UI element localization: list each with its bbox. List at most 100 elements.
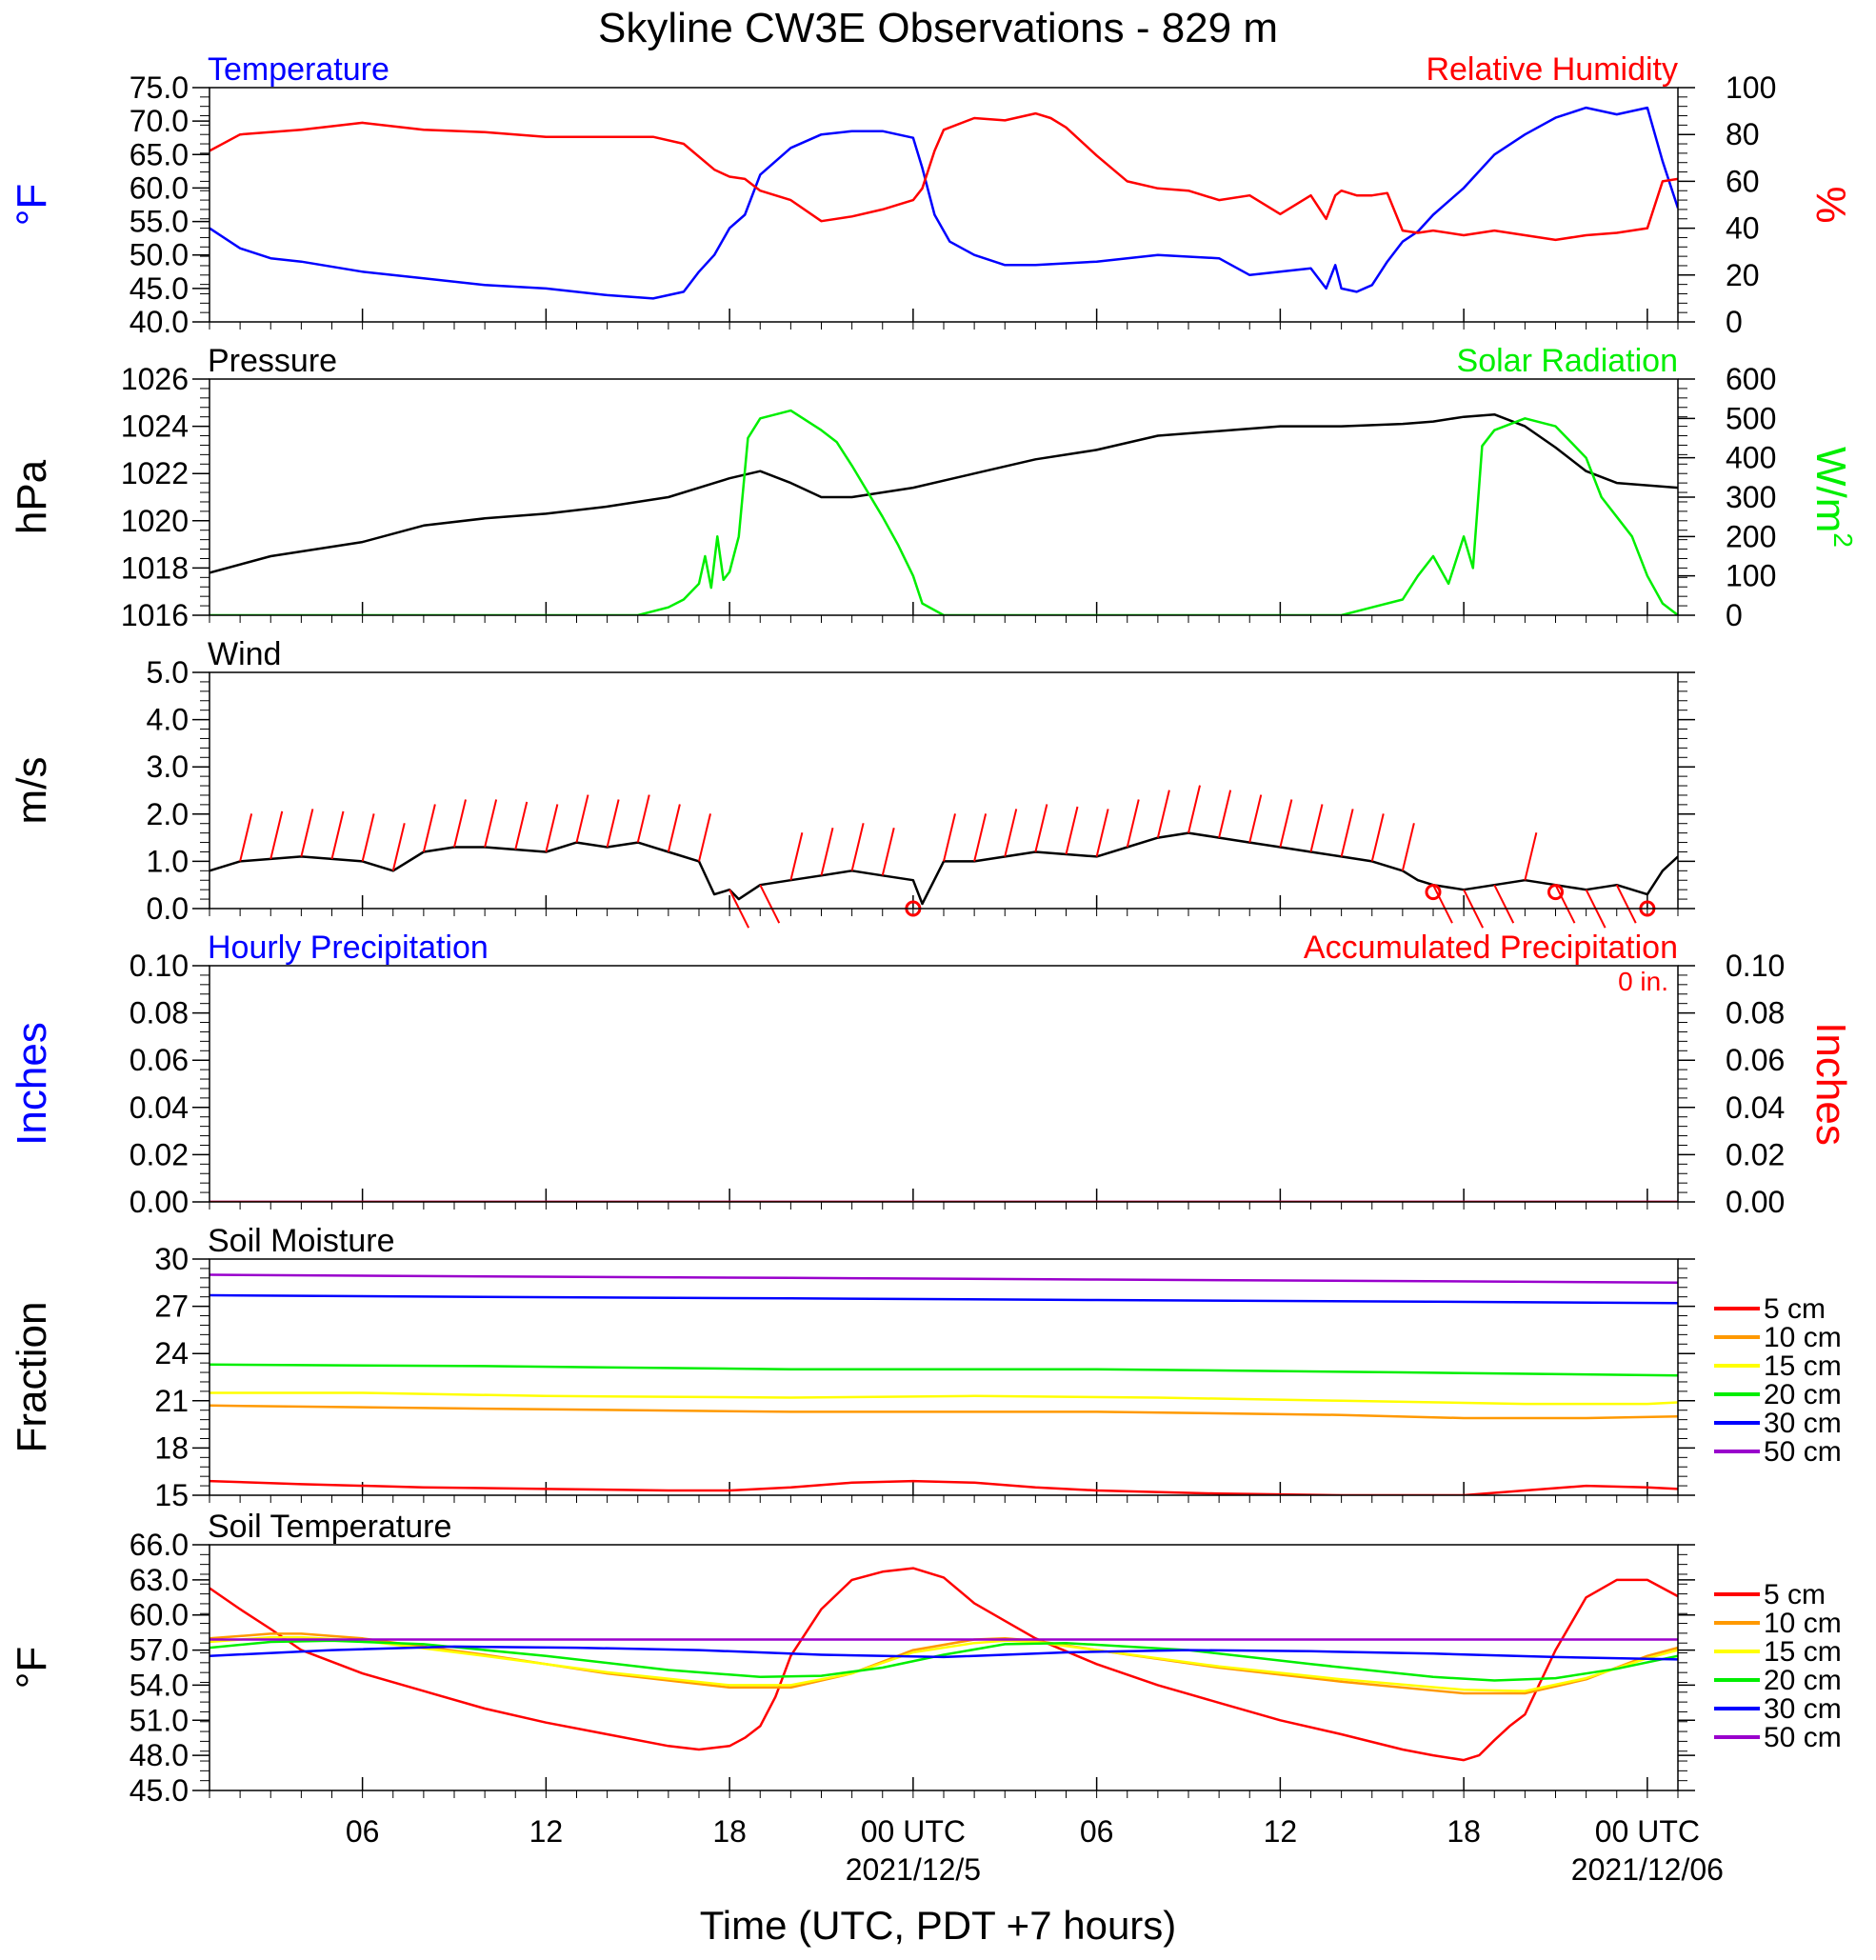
x-tick-label: 06 (346, 1814, 380, 1849)
x-tick-date: 2021/12/06 (1571, 1852, 1724, 1887)
panel-frame (209, 1258, 1679, 1496)
y-tick-label-left: 1018 (121, 550, 189, 585)
series-group (210, 106, 1678, 300)
y-tick-label-right: 500 (1726, 401, 1776, 435)
y-tick-label-right: 0.06 (1726, 1043, 1785, 1077)
y-axis-label-left: hPa (9, 459, 55, 534)
wind-barb (667, 804, 681, 852)
wind-barb (239, 813, 253, 862)
y-tick-label-left: 70.0 (130, 104, 189, 138)
legend-label: 50 cm (1764, 1436, 1842, 1468)
calm-wind-marker (1425, 884, 1442, 901)
y-tick-label-left: 0.06 (130, 1043, 189, 1077)
wind-barb (850, 823, 865, 871)
y-tick-label-left: 0.10 (130, 949, 189, 983)
series-group (210, 1567, 1678, 1762)
y-tick-label-left: 15 (154, 1478, 189, 1512)
y-tick-label-right: 0.02 (1726, 1137, 1785, 1171)
y-tick-label-left: 55.0 (130, 205, 189, 239)
wind-barb (300, 809, 314, 857)
y-tick-label-right: 0.00 (1726, 1185, 1785, 1219)
wind-barb (1248, 794, 1263, 843)
wind-barb (545, 804, 559, 852)
wind-barb (575, 794, 589, 843)
wind-barb (881, 828, 895, 876)
y-tick-label-left: 48.0 (130, 1738, 189, 1772)
y-tick-label-right: 0.10 (1726, 949, 1785, 983)
y-tick-label-left: 60.0 (130, 170, 189, 205)
y-tick-label-left: 40.0 (130, 305, 189, 339)
wind-barb (759, 884, 781, 924)
series-line-15cm (210, 1391, 1678, 1406)
y-tick-label-right: 600 (1726, 362, 1776, 396)
series-line-right-1 (210, 409, 1678, 615)
panel-frame (209, 378, 1679, 616)
legend-label: 30 cm (1764, 1693, 1842, 1725)
y-tick-label-left: 75.0 (130, 70, 189, 105)
panel-title-left: Temperature (208, 51, 389, 88)
series-line-10cm (210, 1404, 1678, 1420)
series-line-15cm (210, 1635, 1678, 1692)
y-tick-label-right: 100 (1726, 70, 1776, 105)
x-tick-date: 2021/12/5 (846, 1852, 981, 1887)
panel-title-right: Accumulated Precipitation (1304, 930, 1678, 966)
wind-barb (1340, 809, 1354, 857)
y-tick-label-left: 1020 (121, 504, 189, 538)
y-tick-label-right: 40 (1726, 211, 1760, 246)
wind-barb (1156, 790, 1170, 838)
series-group (210, 409, 1678, 615)
x-axis-title: Time (UTC, PDT +7 hours) (700, 1903, 1177, 1948)
series-line-5cm (210, 1567, 1678, 1762)
y-tick-label-left: 21 (154, 1384, 189, 1418)
y-tick-label-left: 1026 (121, 362, 189, 396)
y-tick-label-left: 18 (154, 1430, 189, 1465)
legend-label: 30 cm (1764, 1408, 1842, 1439)
panel-frame (209, 87, 1679, 323)
legend-label: 10 cm (1764, 1322, 1842, 1353)
y-axis-label-left: Inches (9, 1022, 55, 1146)
panel-temp_rh: 75.070.065.060.055.050.045.040.0 100 80 60 4… (9, 51, 1854, 339)
calm-wind-marker (1547, 884, 1564, 901)
panels: 75.070.065.060.055.050.045.040.010080604… (9, 51, 1858, 1808)
y-tick-label-left: 30 (154, 1242, 189, 1276)
y-tick-label-right: 100 (1726, 559, 1776, 593)
series-line-right-1 (210, 111, 1678, 242)
wind-barb (1279, 799, 1293, 848)
wind-barb (1615, 884, 1637, 924)
y-axis-label-right: Inches (1807, 1022, 1854, 1146)
wind-barb (1554, 884, 1576, 924)
y-tick-label-left: 45.0 (130, 271, 189, 306)
panel-frame (209, 965, 1679, 1203)
wind-barb (514, 801, 529, 850)
x-tick-label: 18 (712, 1814, 747, 1849)
y-tick-label-right: 400 (1726, 441, 1776, 475)
y-tick-label-right: 80 (1726, 117, 1760, 151)
wind-barb (606, 799, 620, 848)
figure-title: Skyline CW3E Observations - 829 m (598, 5, 1278, 51)
wind-barb (1309, 804, 1324, 852)
y-axis-label-left: Fraction (9, 1302, 55, 1453)
wind-barb (1187, 785, 1201, 833)
panel-frame (209, 671, 1679, 910)
panel-title-left: Soil Moisture (208, 1223, 395, 1259)
y-tick-label-left: 0.0 (147, 891, 189, 926)
wind-barb (361, 813, 375, 862)
wind-barb (1004, 809, 1018, 857)
y-tick-label-left: 60.0 (130, 1598, 189, 1632)
series-group (210, 1273, 1678, 1495)
legend-label: 15 cm (1764, 1636, 1842, 1668)
panel-title-left: Pressure (208, 343, 337, 379)
y-axis-label-left: °F (9, 184, 55, 226)
y-tick-label-right: 0.08 (1726, 996, 1785, 1030)
y-tick-label-left: 3.0 (147, 750, 189, 784)
y-tick-label-right: 60 (1726, 164, 1760, 198)
y-tick-label-left: 66.0 (130, 1528, 189, 1562)
x-tick-label: 18 (1447, 1814, 1481, 1849)
y-axis-label-superscript: 2 (1828, 532, 1858, 548)
wind-barb (1432, 884, 1453, 924)
series-line-30cm (210, 1293, 1678, 1305)
wind-barb (1034, 804, 1048, 852)
legend-label: 10 cm (1764, 1608, 1842, 1639)
y-tick-label-right: 0.04 (1726, 1090, 1785, 1125)
